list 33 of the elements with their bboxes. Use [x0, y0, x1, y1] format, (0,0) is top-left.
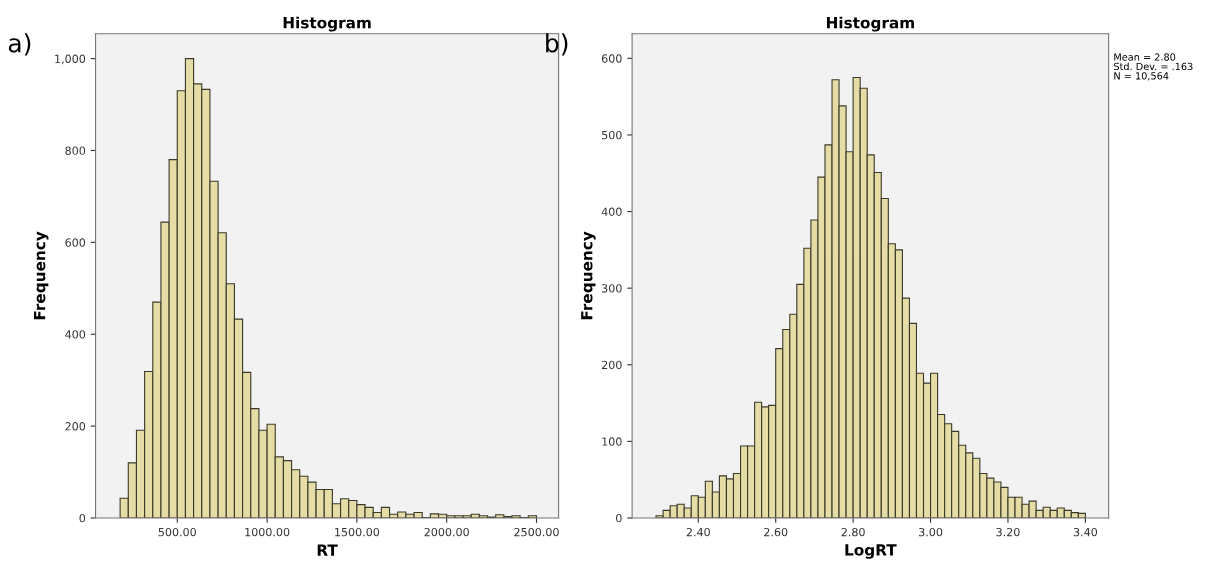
annotation: b)	[546, 33, 568, 56]
y-tick-label: 500	[602, 130, 622, 140]
y-tick-label: 800	[65, 146, 86, 155]
x-tick-label: 2.40	[686, 527, 710, 537]
y-tick-label: 200	[65, 422, 86, 431]
y-tick-label: 100	[602, 437, 622, 446]
x-tick-label: 2.80	[841, 527, 865, 537]
x-tick-label: 500.00	[158, 527, 196, 537]
y-tick-label: 400	[601, 207, 622, 216]
x-tick-label: 3.20	[996, 527, 1020, 537]
y-tick-label: 1,000	[55, 54, 86, 65]
y-tick-label: 200	[601, 360, 622, 370]
chart-title: Histogram	[826, 16, 914, 32]
text: Mean = 2.80 Std. Dev. = .163 N = 10,564	[1114, 53, 1193, 81]
x-tick-label: 3.00	[919, 527, 943, 537]
y-tick-label: 300	[602, 284, 622, 293]
x-tick-label: 3.40	[1073, 527, 1098, 537]
x-tick-label: 1500.00	[335, 527, 380, 537]
text: a)	[8, 33, 31, 56]
x-axis-title: LogRT	[845, 544, 897, 559]
x-axis-title: RT	[317, 544, 338, 556]
y-tick-label: 600	[65, 238, 86, 247]
y-tick-label: 0	[616, 513, 622, 523]
y-tick-label: 600	[601, 54, 622, 63]
x-tick-label: 1000.00	[245, 527, 290, 537]
x-tick-label: 2500.00	[514, 527, 559, 537]
y-axis-title: Frequency	[581, 231, 596, 320]
y-tick-label: 400	[65, 330, 86, 339]
x-tick-label: 2.60	[764, 527, 788, 537]
x-tick-label: 2000.00	[424, 527, 469, 537]
chart-title: Histogram	[283, 16, 371, 32]
y-axis-title: Frequency	[34, 231, 49, 320]
y-tick-label: 0	[79, 513, 86, 523]
